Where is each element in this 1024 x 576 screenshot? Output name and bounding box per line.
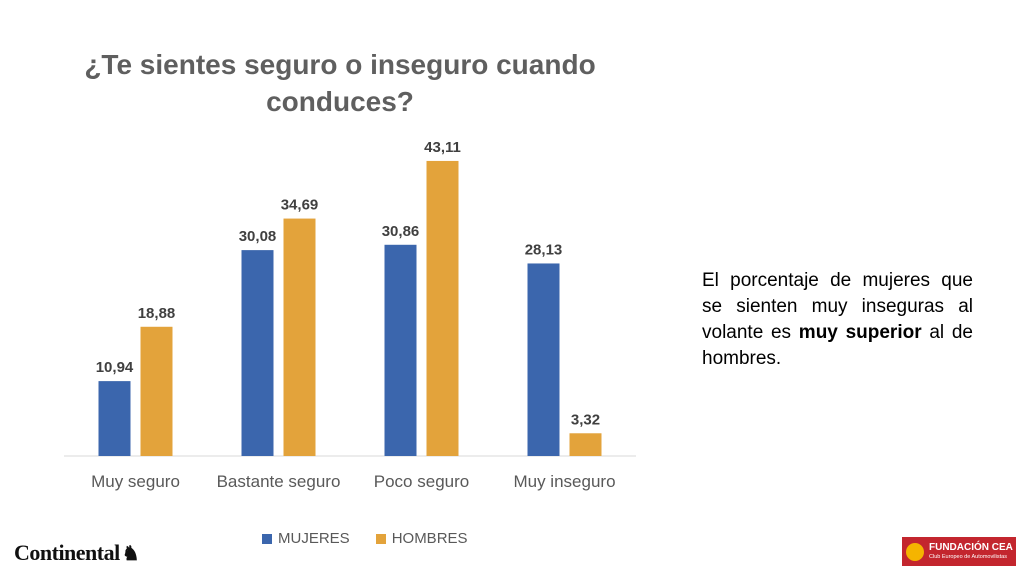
bar-hombres-2 xyxy=(426,160,459,456)
data-label-hombres-3: 3,32 xyxy=(571,411,600,428)
fundacion-cea-subtitle: Club Europeo de Automovilistas xyxy=(929,553,1007,560)
bar-mujeres-0 xyxy=(98,381,131,456)
legend-label-mujeres: MUJERES xyxy=(278,530,350,547)
data-label-hombres-0: 18,88 xyxy=(138,305,176,322)
legend-swatch-hombres xyxy=(375,533,386,544)
legend-swatch-mujeres xyxy=(262,533,272,544)
data-label-mujeres-1: 30,08 xyxy=(239,228,277,245)
bar-mujeres-3 xyxy=(527,263,560,456)
data-label-mujeres-0: 10,94 xyxy=(96,359,134,376)
legend-label-hombres: HOMBRES xyxy=(391,530,468,547)
bar-hombres-1 xyxy=(283,218,316,456)
bar-hombres-0 xyxy=(140,326,173,456)
fundacion-cea-logo: FUNDACIÓN CEA Club Europeo de Automovili… xyxy=(902,537,1016,566)
note-emphasis: muy superior xyxy=(798,322,922,343)
category-label-2: Poco seguro xyxy=(374,472,469,491)
continental-logo: Continental ♞ xyxy=(14,540,140,566)
data-label-mujeres-2: 30,86 xyxy=(382,223,420,240)
data-label-hombres-1: 34,69 xyxy=(281,197,319,214)
category-label-3: Muy inseguro xyxy=(513,472,615,491)
annotation-note: El porcentaje de mujeres que se sienten … xyxy=(702,268,973,372)
bar-hombres-3 xyxy=(569,433,602,456)
horse-icon: ♞ xyxy=(121,543,140,565)
bar-mujeres-2 xyxy=(384,244,417,456)
continental-logo-text: Continental xyxy=(14,540,120,565)
legend-item-mujeres: MUJERES xyxy=(262,530,350,547)
category-label-1: Bastante seguro xyxy=(217,472,341,491)
note-prefix: El porcentaje de mujeres que se sienten … xyxy=(702,270,973,343)
fundacion-cea-title: FUNDACIÓN CEA xyxy=(929,541,1013,553)
data-label-mujeres-3: 28,13 xyxy=(525,241,563,258)
legend-item-hombres: HOMBRES xyxy=(375,530,468,547)
data-label-hombres-2: 43,11 xyxy=(424,139,461,156)
note-suffix: al de hombres. xyxy=(702,322,973,369)
chart-title: ¿Te sientes seguro o inseguro cuando con… xyxy=(84,49,596,117)
bar-mujeres-1 xyxy=(241,250,274,456)
category-label-0: Muy seguro xyxy=(91,472,180,491)
legend: MUJERES HOMBRES xyxy=(262,530,468,547)
sun-icon xyxy=(906,542,924,561)
